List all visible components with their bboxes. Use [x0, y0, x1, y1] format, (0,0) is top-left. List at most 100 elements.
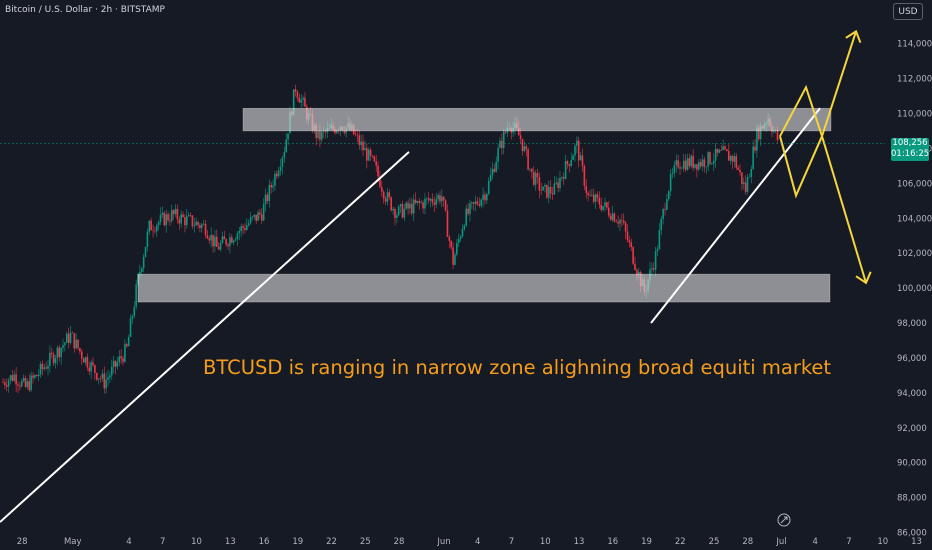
candle-body: [454, 254, 456, 265]
candle-body: [499, 140, 501, 148]
candle-body: [4, 382, 6, 386]
y-tick-label: 102,000: [897, 249, 932, 259]
candle-body: [484, 194, 486, 201]
x-tick-label: 7: [846, 537, 851, 547]
candle-body: [527, 149, 529, 170]
candle-body: [274, 173, 276, 186]
candle-body: [542, 186, 544, 191]
candle-body: [208, 238, 211, 241]
candle-body: [656, 249, 659, 252]
candle-body: [568, 164, 571, 167]
candle-body: [281, 157, 284, 167]
currency-button[interactable]: USD: [893, 3, 923, 20]
goto-realtime-icon[interactable]: [777, 513, 791, 527]
x-tick-label: 10: [191, 537, 202, 547]
candle-body: [561, 177, 563, 178]
candle-body: [547, 186, 550, 198]
candle-body: [697, 162, 700, 170]
candle-body: [20, 380, 23, 387]
candle-body: [264, 194, 267, 205]
candle-body: [240, 226, 242, 232]
resistance-zone[interactable]: [242, 107, 832, 132]
candle-body: [19, 385, 21, 387]
candle-body: [630, 242, 633, 248]
candle-body: [577, 140, 580, 161]
candle-body: [651, 268, 653, 270]
candle-body: [712, 160, 715, 164]
candle-body: [562, 177, 565, 179]
candle-body: [446, 210, 449, 237]
candle-body: [304, 97, 306, 107]
candle-body: [221, 236, 224, 243]
candle-body: [756, 127, 758, 151]
candle-body: [707, 152, 709, 167]
y-tick-label: 106,000: [897, 179, 932, 189]
candle-body: [362, 141, 364, 151]
candle-body: [120, 356, 122, 359]
candle-body: [15, 374, 17, 385]
candle-body: [261, 214, 263, 221]
candle-body: [50, 352, 53, 355]
candle-body: [532, 171, 535, 185]
y-tick-label: 100,000: [897, 284, 932, 294]
candle-body: [39, 363, 42, 375]
candle-body: [90, 362, 92, 372]
candle-body: [667, 191, 670, 200]
candle-body: [388, 192, 391, 198]
chart-annotation: BTCUSD is ranging in narrow zone alighni…: [203, 356, 832, 379]
candle-body: [197, 221, 199, 225]
candle-body: [257, 212, 259, 221]
candle-body: [726, 149, 728, 152]
candle-body: [302, 97, 304, 100]
candle-body: [67, 333, 70, 343]
x-tick-label: 28: [17, 537, 28, 547]
candle-body: [245, 225, 248, 230]
candle-body: [56, 347, 59, 359]
candle-body: [110, 366, 113, 376]
candle-body: [583, 166, 586, 186]
support-zone[interactable]: [137, 273, 831, 303]
candle-body: [276, 173, 278, 177]
candle-body: [461, 228, 464, 237]
candle-body: [140, 268, 143, 272]
bullish-projection[interactable]: [779, 31, 857, 140]
candle-body: [182, 214, 184, 218]
candle-body: [634, 263, 636, 270]
trendline[interactable]: [650, 107, 821, 324]
candle-body: [397, 206, 400, 216]
candle-body: [283, 152, 286, 158]
candle-body: [199, 224, 201, 228]
candle-body: [60, 347, 62, 357]
candle-body: [11, 375, 14, 381]
candle-body: [9, 375, 12, 381]
candle-body: [185, 216, 188, 226]
bearish-projection[interactable]: [779, 133, 867, 284]
candle-body: [694, 164, 696, 168]
candle-body: [22, 377, 25, 381]
candle-body: [759, 125, 762, 140]
arrow-head-icon: [855, 271, 872, 285]
time-axis[interactable]: 28 May 4 7 10 13 16 19 22 25 28 Jun 4 7 10 13 16 19 22 25 28…: [17, 537, 922, 547]
candle-body: [356, 134, 359, 136]
x-tick-label: 10: [540, 537, 551, 547]
candle-body: [189, 215, 192, 216]
candle-body: [26, 381, 29, 387]
candle-body: [457, 239, 460, 243]
y-tick-label: 112,000: [897, 75, 932, 85]
candle-body: [210, 234, 212, 241]
candle-body: [459, 236, 462, 240]
candle-body: [427, 198, 430, 201]
trendline[interactable]: [0, 151, 410, 523]
candle-body: [155, 225, 158, 232]
candle-body: [553, 183, 556, 195]
candle-body: [435, 199, 438, 205]
candle-body: [493, 168, 496, 172]
symbol-title[interactable]: Bitcoin / U.S. Dollar · 2h · BITSTAMP: [5, 5, 165, 15]
x-tick-label: 16: [607, 537, 618, 547]
candle-body: [448, 236, 451, 241]
candle-body: [71, 332, 74, 334]
candle-body: [467, 208, 469, 214]
candle-body: [621, 220, 623, 221]
price-axis[interactable]: 86,000 88,000 90,000 92,000 94,000 96,000 98,0…: [897, 40, 932, 539]
